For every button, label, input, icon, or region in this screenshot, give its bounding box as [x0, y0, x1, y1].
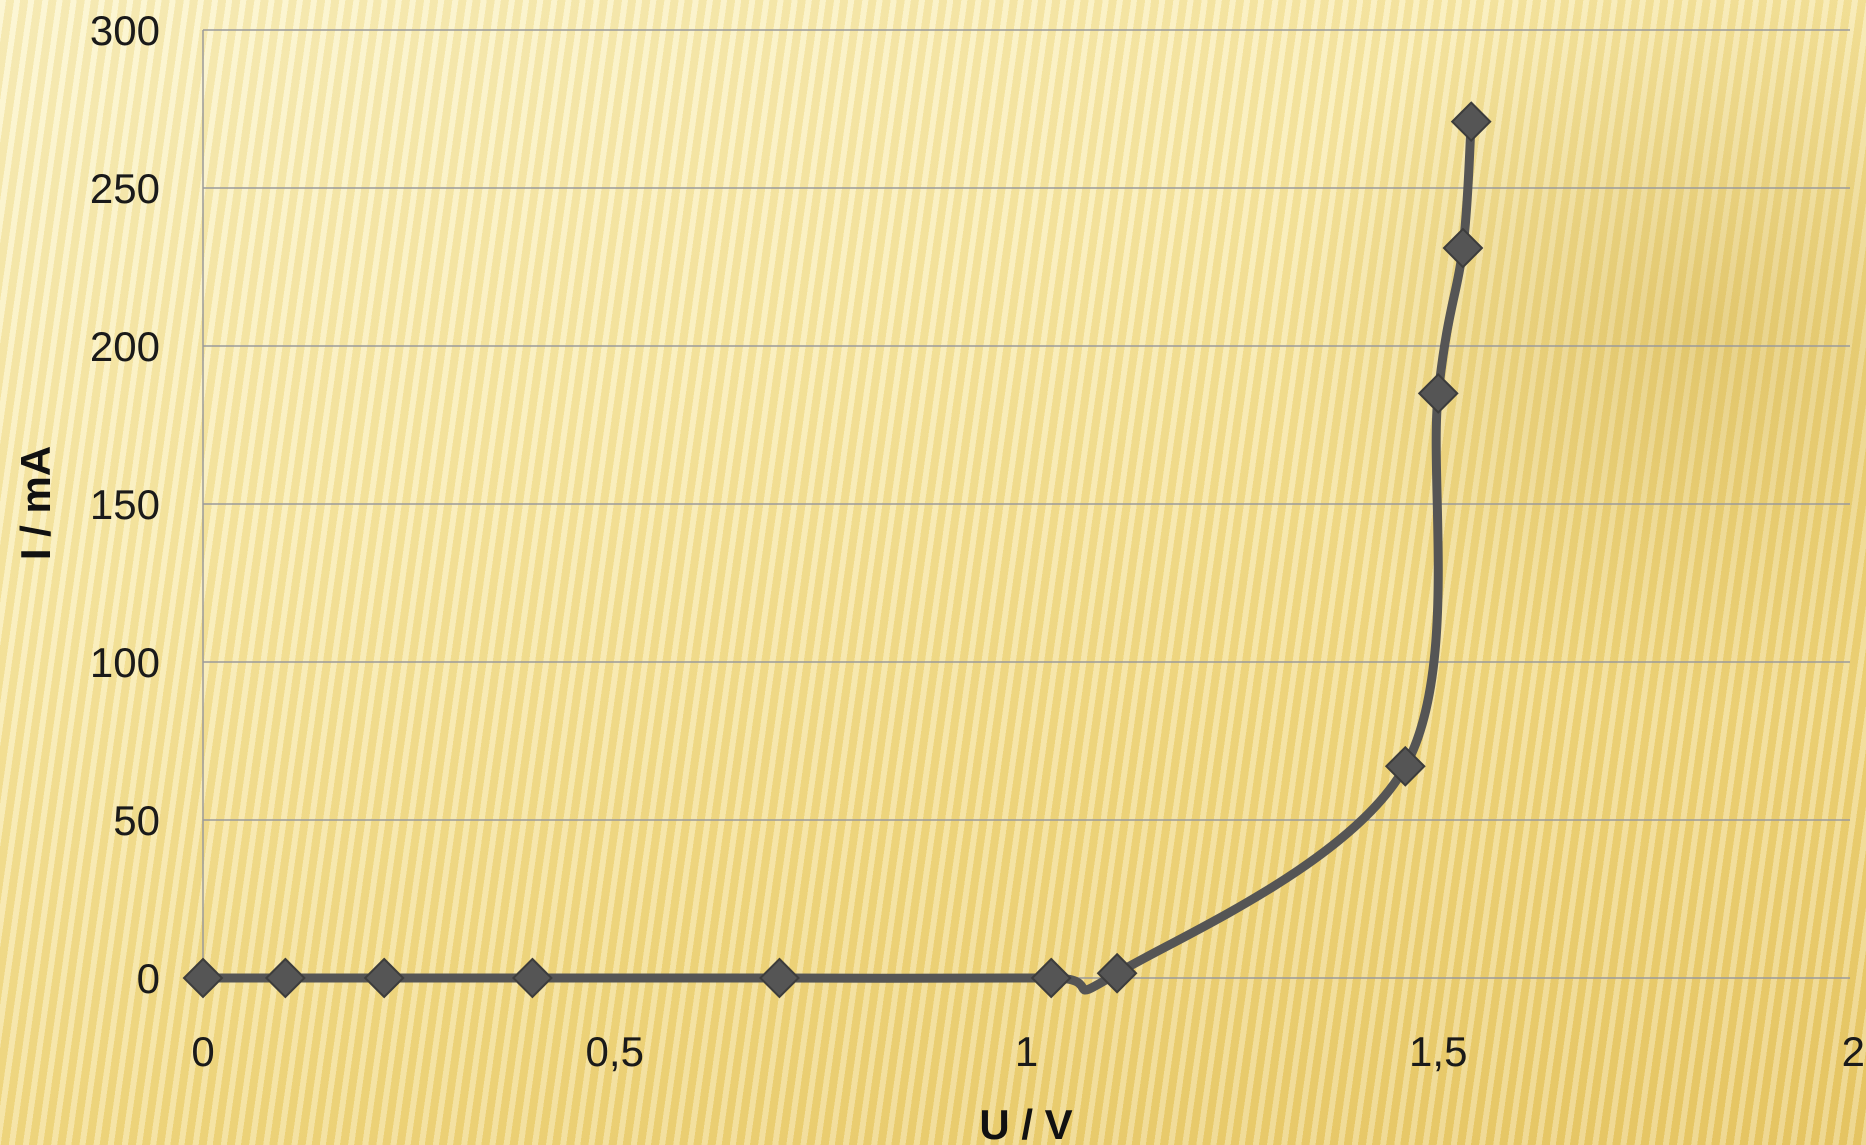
series-markers [182, 101, 1492, 999]
x-tick-label: 0,5 [586, 1028, 644, 1075]
y-tick-label: 300 [90, 7, 160, 54]
x-tick-label: 2 [1842, 1028, 1865, 1075]
data-point-marker [264, 957, 306, 999]
data-point-marker [1030, 957, 1072, 999]
data-point-marker [1417, 372, 1459, 414]
y-tick-label: 50 [113, 797, 160, 844]
x-axis-title: U / V [979, 1101, 1072, 1145]
data-point-marker [182, 957, 224, 999]
x-tick-label: 1,5 [1409, 1028, 1467, 1075]
y-tick-label: 200 [90, 323, 160, 370]
y-tick-label: 150 [90, 481, 160, 528]
data-point-marker [363, 957, 405, 999]
series-curve [198, 117, 1476, 995]
data-point-marker [1384, 745, 1426, 787]
y-tick-label: 0 [137, 955, 160, 1002]
gridlines [202, 29, 1850, 979]
series-line [198, 117, 1476, 995]
y-axis-ticks: 0 50 100 150 200 250 300 [90, 7, 160, 1002]
x-axis-ticks: 0 0,5 1 1,5 2 [191, 1028, 1865, 1075]
y-axis-title: I / mA [12, 446, 59, 560]
data-point-marker [1450, 101, 1492, 143]
x-tick-label: 0 [191, 1028, 214, 1075]
x-tick-label: 1 [1015, 1028, 1038, 1075]
data-point-marker [759, 957, 800, 999]
data-point-marker [511, 957, 553, 999]
y-tick-label: 250 [90, 165, 160, 212]
data-point-marker [1442, 227, 1484, 269]
data-point-marker [1096, 952, 1138, 994]
y-tick-label: 100 [90, 639, 160, 686]
